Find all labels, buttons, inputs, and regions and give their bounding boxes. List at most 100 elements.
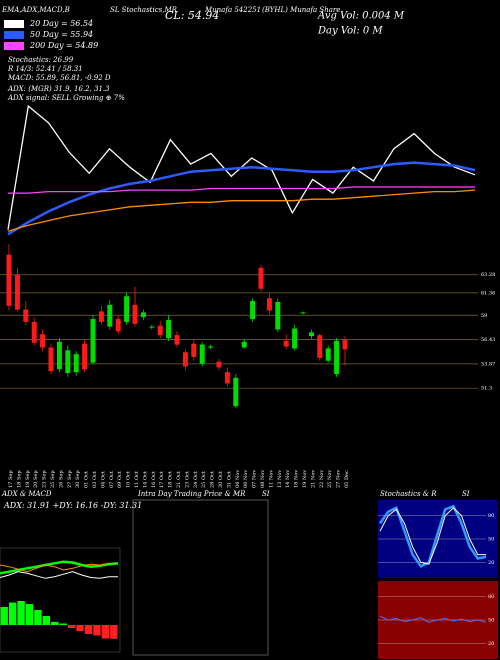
y-tick-label: 80 <box>488 513 494 519</box>
x-tick-label: 04 Oct <box>100 471 106 488</box>
candle-body <box>56 341 62 370</box>
x-tick-label: 18 Oct <box>168 471 174 488</box>
candle-body <box>31 321 37 343</box>
x-tick-label: 14 Oct <box>142 471 148 488</box>
x-tick-label: 21 Nov <box>310 470 316 488</box>
x-tick-label: 03 Oct <box>92 471 98 488</box>
macd-bar <box>0 607 8 625</box>
x-tick-label: 08 Nov <box>260 470 266 488</box>
x-tick-label: 19 Sep <box>25 470 31 488</box>
indicator-line <box>379 507 486 565</box>
x-tick-label: 14 Nov <box>285 470 291 488</box>
candle-body <box>216 361 222 368</box>
header: EMA,ADX,MACD,B SL Stochastics,MR CL: 54.… <box>1 6 405 102</box>
avg-volume: Avg Vol: 0.004 M <box>317 11 405 22</box>
x-tick-label: 18 Sep <box>16 470 22 488</box>
legend-label: 200 Day = 54.89 <box>29 41 98 50</box>
intraday-panel <box>132 499 269 656</box>
macd-bar <box>84 625 93 634</box>
candle-body <box>98 311 104 322</box>
candle-body <box>325 348 331 361</box>
title-part: SL Stochastics,MR <box>110 6 178 14</box>
candle-body <box>166 320 172 338</box>
x-tick-label: 11 Nov <box>268 470 274 488</box>
y-tick-label: 50 <box>488 537 494 543</box>
candle-body <box>140 312 146 318</box>
panel-title: ADX & MACD <box>1 490 52 498</box>
indicator-line <box>379 615 487 623</box>
x-tick-label: 09 Oct <box>117 471 123 488</box>
legend-label: 20 Day = 56.54 <box>29 19 93 28</box>
indicator-line <box>0 562 119 573</box>
candle-body <box>342 339 348 350</box>
candle-body <box>258 267 264 289</box>
candle-body <box>14 274 20 310</box>
x-tick-label: 19 Nov <box>302 470 308 488</box>
candle-body <box>149 326 155 328</box>
day-volume: Day Vol: 0 M <box>317 26 383 37</box>
candle-body <box>224 372 230 384</box>
x-tick-label: 31 Oct <box>226 471 232 488</box>
x-tick-label: 23 Sep <box>42 470 48 488</box>
panel-subtitle: ADX: 31.91 +DY: 16.16 -DY: 31.31 <box>3 501 142 510</box>
x-tick-label: 05 Dec <box>344 470 350 488</box>
panel-title: Stochastics & R <box>380 490 437 498</box>
x-tick-label: 27 Nov <box>336 470 342 488</box>
macd-bar <box>17 601 25 625</box>
ma-line <box>7 161 476 236</box>
macd-bar <box>67 625 76 628</box>
y-tick-label: 20 <box>488 560 494 566</box>
macd-bar <box>59 623 67 625</box>
x-tick-label: 13 Nov <box>277 470 283 488</box>
candle-body <box>283 340 289 347</box>
candle-body <box>191 343 197 357</box>
x-tick-label: 30 Sep <box>75 470 81 488</box>
y-tick-label: 53.87 <box>481 361 495 367</box>
x-tick-label: 16 Oct <box>151 471 157 488</box>
legend-swatch <box>4 20 24 28</box>
candle-body <box>73 354 79 373</box>
candle-body <box>23 309 29 322</box>
y-tick-label: 63.28 <box>481 272 495 278</box>
macd-bar <box>110 625 118 639</box>
candle-body <box>182 352 188 367</box>
ma-line <box>8 186 475 194</box>
candle-body <box>233 377 239 407</box>
stat: MACD: 55.89, 56.81, -0.92 D <box>7 74 111 82</box>
x-tick-label: 10 Oct <box>126 471 132 488</box>
legend: 20 Day = 56.54 50 Day = 55.94 200 Day = 54… <box>4 19 98 50</box>
indicator-line <box>0 571 118 579</box>
stat: Stochastics: 26.99 <box>8 56 74 64</box>
candle-body <box>115 319 121 332</box>
candle-body <box>266 298 272 311</box>
x-tick-label: 26 Sep <box>58 470 64 488</box>
y-tick-label: 61.36 <box>481 290 495 296</box>
candle-body <box>157 325 163 336</box>
x-tick-label: 22 Nov <box>319 470 325 488</box>
macd-bar <box>76 625 84 631</box>
macd-bar <box>34 610 42 625</box>
title-part: (BYHL) Munafa Share <box>262 6 340 14</box>
x-tick-label: 23 Oct <box>184 471 190 488</box>
candle-body <box>82 343 88 370</box>
x-tick-label: 24 Oct <box>193 471 199 488</box>
candle-body <box>317 335 323 358</box>
legend-label: 50 Day = 55.94 <box>30 30 93 39</box>
x-tick-label: 30 Oct <box>218 471 224 488</box>
candle-body <box>250 301 256 320</box>
close-label: CL: 54.94 <box>165 9 219 22</box>
y-tick-label: 59 <box>481 313 487 319</box>
y-tick-label: 51.3 <box>481 386 492 392</box>
macd-bar <box>93 625 101 636</box>
candle-body <box>292 328 298 349</box>
candle-body <box>308 332 314 337</box>
panel-subtitle: SI <box>462 490 470 498</box>
title-part: EMA,ADX,MACD,B <box>1 6 70 14</box>
x-tick-label: 07 Oct <box>109 471 115 488</box>
y-tick-label: 56.43 <box>481 337 495 343</box>
x-tick-label: 28 Oct <box>210 471 216 488</box>
x-tick-label: 18 Nov <box>294 470 300 488</box>
candle-body <box>199 344 205 364</box>
candle-body <box>6 254 12 306</box>
